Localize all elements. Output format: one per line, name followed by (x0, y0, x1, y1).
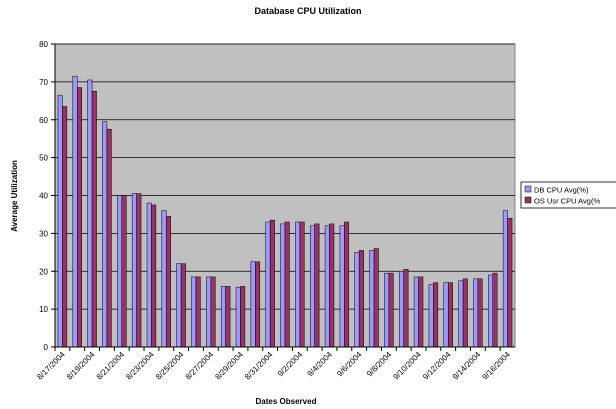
bar (384, 272, 390, 348)
bar (299, 221, 305, 348)
x-tick-label: 8/25/2004 (154, 350, 186, 382)
x-tick-label: 8/29/2004 (213, 350, 245, 382)
legend-swatch (524, 185, 532, 193)
bar (102, 121, 108, 348)
bar (447, 282, 453, 348)
legend (520, 181, 616, 209)
bar (62, 106, 68, 348)
bar (477, 278, 483, 348)
bar (284, 221, 290, 348)
legend-swatch (524, 196, 532, 204)
bar (269, 219, 275, 348)
bar (206, 276, 212, 348)
x-tick-label: 8/17/2004 (35, 350, 67, 382)
bar (117, 195, 123, 348)
bar (195, 276, 201, 348)
y-tick-label: 30 (39, 229, 48, 238)
bar (418, 276, 424, 348)
bar (473, 278, 479, 348)
x-tick-label: 8/27/2004 (184, 350, 216, 382)
y-axis-title: Average Utilization (10, 160, 19, 232)
bar (314, 223, 320, 348)
y-tick-label: 10 (39, 305, 48, 314)
bar (358, 250, 364, 348)
bar (388, 272, 394, 348)
legend-label: OS Usr CPU Avg(% (534, 197, 600, 206)
bar (225, 286, 231, 348)
bar (403, 269, 409, 348)
bar (369, 250, 375, 348)
bar (87, 79, 93, 348)
bar (77, 87, 82, 348)
x-tick-label: 9/2/2004 (276, 350, 305, 379)
x-tick-label: 9/14/2004 (451, 350, 483, 382)
x-tick-label: 9/12/2004 (421, 350, 453, 382)
bar (354, 252, 360, 348)
x-tick-label: 9/10/2004 (391, 350, 423, 382)
bar (210, 276, 216, 348)
x-tick-label: 8/31/2004 (243, 350, 275, 382)
bar (280, 223, 286, 348)
bar (235, 286, 241, 348)
bar (146, 202, 152, 348)
legend-label: DB CPU Avg(%) (534, 186, 589, 195)
y-tick-label: 50 (39, 154, 48, 163)
x-tick-label: 8/23/2004 (124, 350, 156, 382)
bar (106, 128, 112, 348)
bar (250, 261, 256, 348)
bar (265, 221, 271, 348)
x-tick-label: 9/4/2004 (306, 350, 335, 379)
bar (180, 263, 186, 348)
x-tick-label: 9/8/2004 (365, 350, 394, 379)
bar (373, 248, 379, 348)
y-tick-label: 70 (39, 78, 48, 87)
bar (492, 272, 498, 348)
y-tick-label: 20 (39, 267, 48, 276)
bar (413, 276, 419, 348)
bar (255, 261, 261, 348)
y-tick-label: 40 (39, 192, 48, 201)
bar (240, 286, 246, 348)
bar (191, 276, 197, 348)
bar (309, 225, 315, 348)
bar (324, 225, 330, 348)
x-tick-label: 8/21/2004 (95, 350, 127, 382)
bar (329, 223, 335, 348)
bar (295, 221, 301, 348)
x-tick-label: 9/16/2004 (480, 350, 512, 382)
bar (161, 210, 167, 348)
y-tick-label: 0 (44, 343, 49, 352)
bar (458, 280, 464, 348)
bar (57, 94, 63, 348)
bar (344, 221, 350, 348)
bar (176, 263, 182, 348)
bar (151, 204, 157, 348)
x-axis-title: Dates Observed (256, 397, 317, 406)
bar (443, 282, 449, 348)
bar (91, 91, 97, 348)
bar (166, 216, 171, 348)
bar (136, 193, 142, 348)
y-tick-label: 60 (39, 116, 48, 125)
bar (121, 195, 127, 348)
bar (428, 284, 434, 348)
chart-title: Database CPU Utilization (254, 6, 361, 16)
bar (220, 286, 226, 348)
bar (488, 274, 493, 348)
x-tick-label: 8/19/2004 (65, 350, 97, 382)
bar (462, 278, 468, 348)
bar (339, 225, 345, 348)
bar (399, 271, 404, 348)
bar (72, 75, 78, 348)
bar (131, 193, 137, 348)
y-tick-label: 80 (39, 40, 48, 49)
bar (507, 217, 513, 348)
bar (433, 282, 439, 348)
bar (502, 210, 508, 348)
x-tick-label: 9/6/2004 (335, 350, 364, 379)
